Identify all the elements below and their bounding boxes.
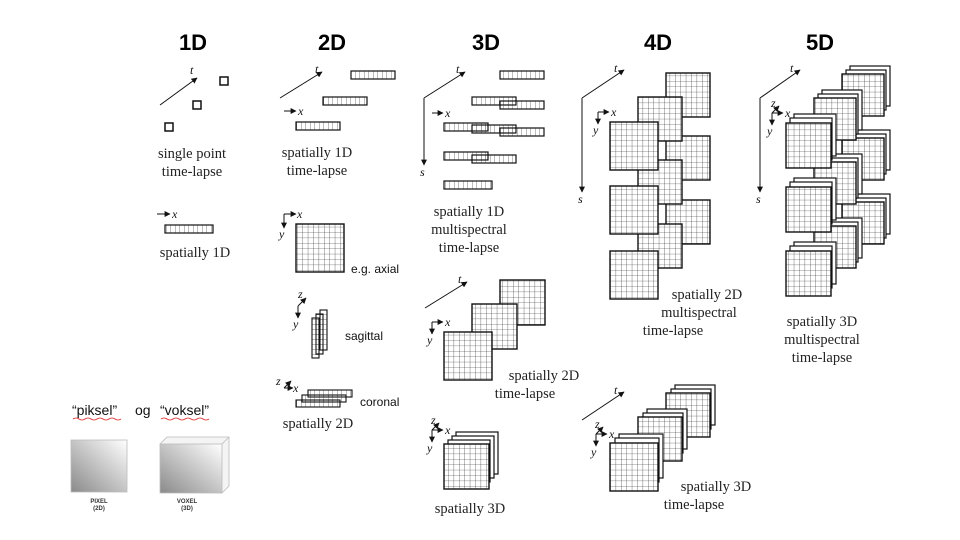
axis-y-label: y <box>292 317 299 331</box>
diagram-sagittal-slice: z y <box>292 287 328 359</box>
diagram-spatially-2d-timelapse: t x y <box>424 272 546 381</box>
diagram-spatially-3d-multispectral-timelapse: t s z x y <box>756 61 891 297</box>
axis-x-label: x <box>784 106 791 120</box>
voxel-illustration <box>159 436 230 494</box>
caption-sp2d-tl-2: time-lapse <box>495 386 555 402</box>
axis-z-label: z <box>275 374 281 388</box>
axis-x-label: x <box>608 427 615 441</box>
caption-sp2d-ms-2: multispectral <box>661 305 737 321</box>
caption-sp3d-tl-1: spatially 3D <box>681 479 751 495</box>
diagram-spatially-2d-multispectral-timelapse: t s x y <box>578 61 711 300</box>
caption-sp3d-ms-2: multispectral <box>784 332 860 348</box>
caption-spatially-3d: spatially 3D <box>435 501 505 517</box>
pixel-illustration <box>70 439 128 493</box>
voxel-sub-label: (3D) <box>181 506 193 512</box>
header-1d: 1D <box>179 30 207 55</box>
diagram-spatially-1d-timelapse: t x <box>279 62 396 131</box>
axis-x-label: x <box>444 106 451 120</box>
axis-x-label: x <box>444 315 451 329</box>
diagram-spatially-1d-multispectral-timelapse: t s x <box>420 62 545 190</box>
axis-y-label: y <box>426 441 433 455</box>
caption-sp1d-ms-2: multispectral <box>431 222 507 238</box>
caption-sp1d-ms-1: spatially 1D <box>434 204 504 220</box>
axis-z-label: z <box>770 96 776 110</box>
header-2d: 2D <box>318 30 346 55</box>
caption-sp3d-ms-3: time-lapse <box>792 350 852 366</box>
axis-s-label: s <box>420 165 425 179</box>
caption-coronal: coronal <box>360 395 399 409</box>
axis-y-label: y <box>590 445 597 459</box>
pixel-label: PIXEL <box>90 499 108 505</box>
axis-x-label: x <box>444 423 451 437</box>
caption-sagittal: sagittal <box>345 329 383 343</box>
axis-z-label: z <box>297 287 303 301</box>
axis-t-label: t <box>458 272 462 286</box>
caption-sp1d-tl-2: time-lapse <box>287 163 347 179</box>
axis-x-label: x <box>296 207 303 221</box>
caption-sp3d-tl-2: time-lapse <box>664 497 724 513</box>
axis-t-label: t <box>790 61 794 75</box>
diagram-axial-slice: x y <box>278 207 345 273</box>
axis-t-label: t <box>614 61 618 75</box>
axis-t-label: t <box>190 63 194 77</box>
axis-t-label: t <box>456 62 460 76</box>
axis-x-label: x <box>297 104 304 118</box>
header-3d: 3D <box>472 30 500 55</box>
axis-z-label: z <box>430 413 436 427</box>
axis-z-label: z <box>594 417 600 431</box>
axis-y-label: y <box>278 227 285 241</box>
pixel-sub-label: (2D) <box>93 506 105 512</box>
header-5d: 5D <box>806 30 834 55</box>
caption-single-point-timelapse: time-lapse <box>162 164 222 180</box>
caption-sp1d-ms-3: time-lapse <box>439 240 499 256</box>
caption-sp2d-tl-1: spatially 2D <box>509 368 579 384</box>
caption-spatially-1d: spatially 1D <box>160 245 230 261</box>
caption-axial: e.g. axial <box>351 262 399 276</box>
legend-piksel: “piksel” <box>72 402 117 418</box>
legend-voksel: “voksel” <box>160 402 209 418</box>
diagram-spatially-3d-timelapse: t z x y <box>581 383 716 492</box>
axis-s-label: s <box>756 192 761 206</box>
axis-y-label: y <box>426 333 433 347</box>
legend-og: og <box>135 402 151 418</box>
caption-sp1d-tl-1: spatially 1D <box>282 145 352 161</box>
axis-x-label: x <box>171 207 178 221</box>
axis-s-label: s <box>578 192 583 206</box>
caption-sp2d-ms-3: time-lapse <box>643 323 703 339</box>
voxel-label: VOXEL <box>177 499 198 505</box>
axis-t-label: t <box>315 62 319 76</box>
caption-spatially-2d: spatially 2D <box>283 416 353 432</box>
axis-t-label: t <box>614 383 618 397</box>
diagram-spatially-3d: z x y <box>426 413 499 490</box>
diagram-coronal-slice: z x <box>275 374 353 408</box>
caption-sp2d-ms-1: spatially 2D <box>672 287 742 303</box>
diagram-single-point-timelapse: t <box>159 63 229 132</box>
axis-x-label: x <box>610 105 617 119</box>
header-4d: 4D <box>644 30 672 55</box>
diagram-spatially-1d: x <box>157 207 214 234</box>
axis-x-label: x <box>292 381 299 395</box>
axis-y-label: y <box>766 124 773 138</box>
axis-y-label: y <box>592 123 599 137</box>
caption-single-point: single point <box>158 146 226 162</box>
caption-sp3d-ms-1: spatially 3D <box>787 314 857 330</box>
